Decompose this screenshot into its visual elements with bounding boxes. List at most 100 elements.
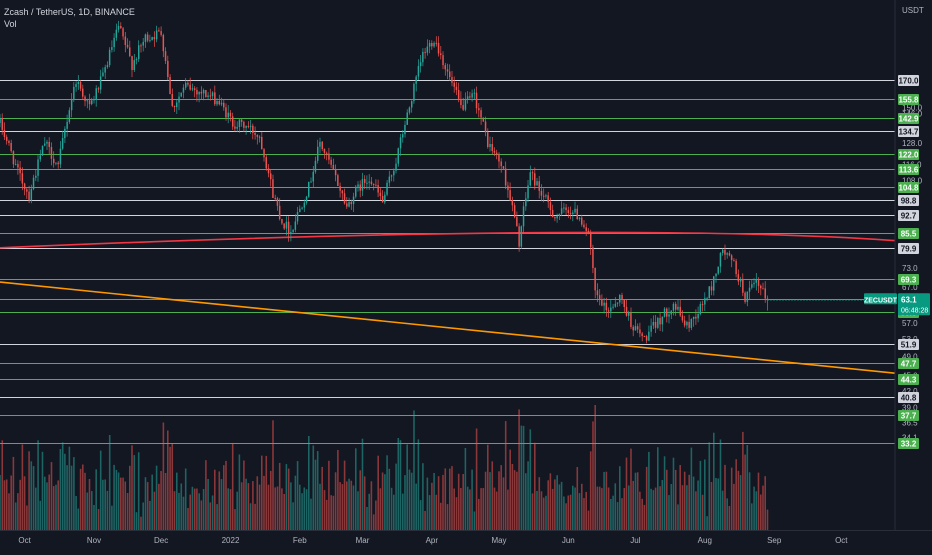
volume-indicator-label[interactable]: Vol [4,19,17,29]
volume-bar [117,472,120,530]
drawings-layer[interactable] [0,231,896,374]
volume-bar [310,498,312,530]
candle [616,302,619,307]
level-tag: 92.7 [898,210,919,221]
candle [491,137,493,155]
volume-bar [404,475,406,530]
candle [131,55,133,78]
volume-bar [30,461,33,530]
candle [466,91,469,104]
volume-bar [160,471,162,530]
volume-bar [592,421,594,530]
level-tag: 142.9 [898,113,919,124]
time-tick-label: Jun [562,536,575,545]
volume-bar [677,504,679,530]
volume-bar [339,482,341,530]
volume-bar [334,472,337,530]
symbol-title[interactable]: Zcash / TetherUS, 1D, BINANCE [4,7,135,17]
volume-bar [574,487,576,530]
candle [437,36,440,57]
candle [601,294,603,307]
candle [408,106,411,115]
candle [639,322,641,338]
candle [158,27,160,32]
volume-bar [728,506,731,530]
candle [258,135,261,143]
volume-bar [23,476,26,530]
volume-bar [44,476,46,530]
candle [686,320,688,330]
candle [695,309,697,325]
candle [381,190,384,203]
candle [755,273,757,291]
volume-bar [28,451,30,530]
candle [276,196,279,211]
level-tag-label: 170.0 [898,77,919,86]
candle [274,194,276,201]
trendline-drawing[interactable] [0,281,896,374]
candle [426,39,429,56]
time-axis[interactable]: Oct Nov Dec 2022 Feb Mar Apr May Jun Jul Aug Sep Oct [0,530,932,546]
candle [708,286,710,299]
level-tag-label: 47.7 [901,360,917,369]
volume-bar [357,491,359,530]
volume-bar [64,453,66,530]
volume-bar [176,472,178,530]
volume-bar [469,489,471,530]
candle [744,291,746,304]
candle [108,47,111,68]
candle [142,38,144,52]
volume-bar [518,409,520,530]
level-tag-label: 85.5 [901,230,917,239]
time-tick-label: Apr [426,536,439,545]
volume-bar [410,472,413,530]
candle [502,166,505,170]
candle [323,148,326,159]
volume-bar [187,508,189,530]
volume-bar [332,495,335,530]
candle [375,179,377,187]
volume-bar [209,502,212,530]
volume-bar [140,516,142,530]
candle [129,40,131,58]
volume-bar [610,499,612,530]
arc-drawing[interactable] [0,231,896,249]
volume-bar [484,471,487,530]
candle [706,296,708,302]
level-tag-label: 44.3 [901,376,917,385]
candle [688,314,690,332]
candle [462,97,464,111]
level-tag-label: 92.7 [901,212,917,221]
candle [245,125,247,135]
volume-bar [598,486,601,530]
candle [650,318,652,337]
volume-bar [545,495,547,530]
candle [715,273,717,283]
time-tick-label: Mar [356,536,370,545]
volume-bar [509,449,511,530]
volume-bar [88,479,91,530]
volume-bar [511,464,514,530]
candle [122,27,124,40]
candle [390,174,393,182]
candle [753,278,755,288]
candle [187,80,189,87]
volume-bar [491,461,494,530]
level-tag-label: 37.7 [901,412,917,421]
horizontal-levels[interactable] [0,80,895,444]
volume-bar [82,464,84,530]
volume-bar [193,488,196,530]
volume-bar [120,477,122,530]
volume-bar [493,487,496,530]
volume-bar [135,512,138,530]
volume-bar [442,474,444,530]
chart-legend[interactable]: Zcash / TetherUS, 1D, BINANCE Vol [4,6,135,30]
candle [310,177,312,183]
candle [267,164,270,178]
candle [173,105,176,112]
volume-bar [229,489,232,530]
time-tick-label: Jul [630,536,640,545]
level-tag-label: 113.6 [899,166,919,175]
